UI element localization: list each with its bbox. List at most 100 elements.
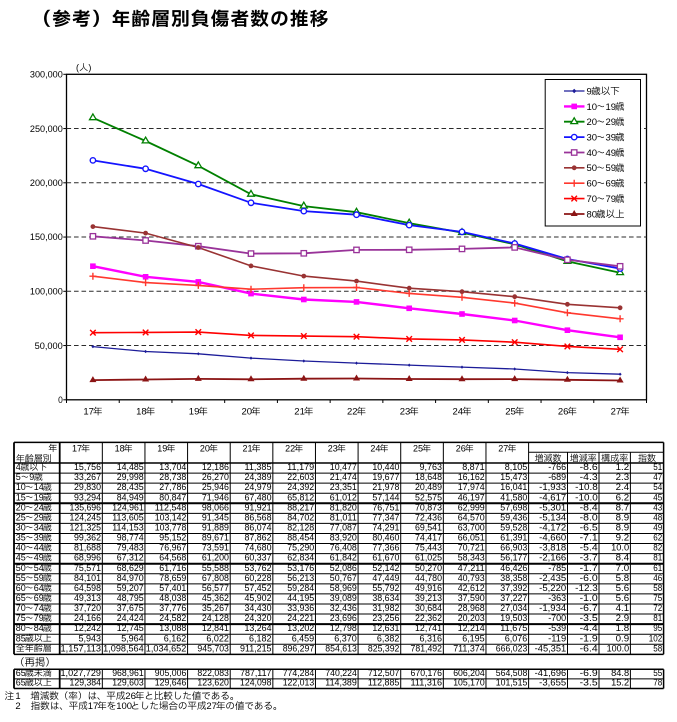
svg-text:48: 48 xyxy=(653,512,662,522)
svg-text:-766: -766 xyxy=(548,462,566,472)
svg-text:41,580: 41,580 xyxy=(500,492,527,502)
svg-text:58: 58 xyxy=(653,583,662,593)
svg-text:6,162: 6,162 xyxy=(164,633,187,643)
svg-text:64,598: 64,598 xyxy=(74,583,101,593)
svg-text:113,605: 113,605 xyxy=(112,512,144,522)
svg-text:74,417: 74,417 xyxy=(415,533,442,543)
svg-text:84,949: 84,949 xyxy=(117,492,144,502)
svg-text:100,000: 100,000 xyxy=(30,286,63,297)
svg-text:11,179: 11,179 xyxy=(287,462,314,472)
svg-text:-6.4: -6.4 xyxy=(580,643,598,653)
svg-text:59: 59 xyxy=(34,573,44,583)
svg-text:-1.0: -1.0 xyxy=(580,593,598,603)
svg-text:53,176: 53,176 xyxy=(287,563,314,573)
svg-text:25,946: 25,946 xyxy=(202,482,229,492)
svg-text:75,290: 75,290 xyxy=(287,543,314,553)
svg-text:24,392: 24,392 xyxy=(287,482,314,492)
svg-text:-4,617: -4,617 xyxy=(539,492,566,502)
svg-text:67,808: 67,808 xyxy=(202,573,229,583)
svg-text:250,000: 250,000 xyxy=(30,123,63,134)
svg-text:35,267: 35,267 xyxy=(202,603,229,613)
svg-text:50,767: 50,767 xyxy=(330,573,357,583)
svg-text:23: 23 xyxy=(328,444,338,454)
svg-text:822,083: 822,083 xyxy=(197,668,229,678)
svg-text:62,999: 62,999 xyxy=(458,502,485,512)
svg-text:69: 69 xyxy=(34,593,44,603)
svg-text:14: 14 xyxy=(34,482,44,492)
svg-text:49,313: 49,313 xyxy=(74,593,101,603)
svg-text:83,920: 83,920 xyxy=(330,533,357,543)
svg-text:15.2: 15.2 xyxy=(611,678,629,688)
svg-text:39: 39 xyxy=(606,133,617,144)
svg-text:129,646: 129,646 xyxy=(155,678,187,688)
svg-text:61,391: 61,391 xyxy=(500,533,527,543)
svg-text:38,634: 38,634 xyxy=(372,593,399,603)
svg-text:905,006: 905,006 xyxy=(155,668,187,678)
svg-text:44,780: 44,780 xyxy=(415,573,442,583)
svg-text:57,698: 57,698 xyxy=(500,502,527,512)
svg-text:72,436: 72,436 xyxy=(415,512,442,522)
svg-text:70: 70 xyxy=(16,603,26,613)
svg-text:24,221: 24,221 xyxy=(287,613,314,623)
svg-text:84,101: 84,101 xyxy=(74,573,101,583)
svg-text:62: 62 xyxy=(653,533,662,543)
svg-text:28,738: 28,738 xyxy=(159,472,186,482)
svg-text:76,751: 76,751 xyxy=(372,502,399,512)
svg-text:-119: -119 xyxy=(548,633,566,643)
svg-text:63,700: 63,700 xyxy=(458,523,485,533)
svg-text:24,128: 24,128 xyxy=(202,613,229,623)
svg-text:22,362: 22,362 xyxy=(415,613,442,623)
svg-text:124,245: 124,245 xyxy=(70,512,102,522)
svg-text:20: 20 xyxy=(242,407,253,418)
svg-text:20: 20 xyxy=(16,502,26,512)
svg-text:4.1: 4.1 xyxy=(616,603,630,613)
svg-text:1,157,113: 1,157,113 xyxy=(61,643,102,653)
svg-text:27,034: 27,034 xyxy=(500,603,527,613)
svg-text:28,435: 28,435 xyxy=(117,482,144,492)
svg-text:37,392: 37,392 xyxy=(500,583,527,593)
svg-text:-2,166: -2,166 xyxy=(539,553,566,563)
svg-text:10.0: 10.0 xyxy=(611,543,629,553)
svg-text:49: 49 xyxy=(606,148,617,159)
svg-text:55: 55 xyxy=(16,573,26,583)
svg-text:48,795: 48,795 xyxy=(117,593,144,603)
svg-text:59,436: 59,436 xyxy=(500,512,527,522)
svg-text:300,000: 300,000 xyxy=(30,69,63,80)
svg-text:-12.3: -12.3 xyxy=(575,583,598,593)
svg-text:1,034,652: 1,034,652 xyxy=(146,643,187,653)
svg-text:825,392: 825,392 xyxy=(368,643,400,653)
svg-text:10,440: 10,440 xyxy=(372,462,399,472)
svg-text:100.0: 100.0 xyxy=(607,643,630,653)
svg-text:19: 19 xyxy=(157,444,167,454)
svg-text:40: 40 xyxy=(587,148,598,159)
svg-text:50: 50 xyxy=(587,163,598,174)
svg-text:-6.7: -6.7 xyxy=(580,603,598,613)
svg-text:666,023: 666,023 xyxy=(496,643,528,653)
svg-text:77,347: 77,347 xyxy=(372,512,399,522)
svg-text:81,011: 81,011 xyxy=(330,512,357,522)
svg-text:34,430: 34,430 xyxy=(245,603,272,613)
svg-text:-8.4: -8.4 xyxy=(580,502,598,512)
svg-text:65,812: 65,812 xyxy=(287,492,314,502)
svg-text:23,256: 23,256 xyxy=(372,613,399,623)
svg-text:24,320: 24,320 xyxy=(245,613,272,623)
svg-text:27,786: 27,786 xyxy=(159,482,186,492)
svg-text:124,098: 124,098 xyxy=(240,678,272,688)
svg-text:69: 69 xyxy=(606,179,617,190)
svg-text:2.3: 2.3 xyxy=(616,472,630,482)
svg-text:-1,934: -1,934 xyxy=(539,603,566,613)
svg-text:70,721: 70,721 xyxy=(458,543,485,553)
svg-text:-1.7: -1.7 xyxy=(580,563,598,573)
svg-text:-363: -363 xyxy=(548,593,566,603)
svg-text:12,214: 12,214 xyxy=(458,623,485,633)
svg-text:72: 72 xyxy=(653,603,662,613)
svg-text:37,675: 37,675 xyxy=(117,603,144,613)
svg-text:9,763: 9,763 xyxy=(420,462,443,472)
svg-text:82: 82 xyxy=(653,543,662,553)
svg-text:53,762: 53,762 xyxy=(245,563,272,573)
svg-text:-6.5: -6.5 xyxy=(580,523,598,533)
svg-text:19: 19 xyxy=(189,407,200,418)
svg-text:6,459: 6,459 xyxy=(292,633,315,643)
svg-text:59,207: 59,207 xyxy=(117,583,144,593)
svg-text:17: 17 xyxy=(88,701,99,712)
